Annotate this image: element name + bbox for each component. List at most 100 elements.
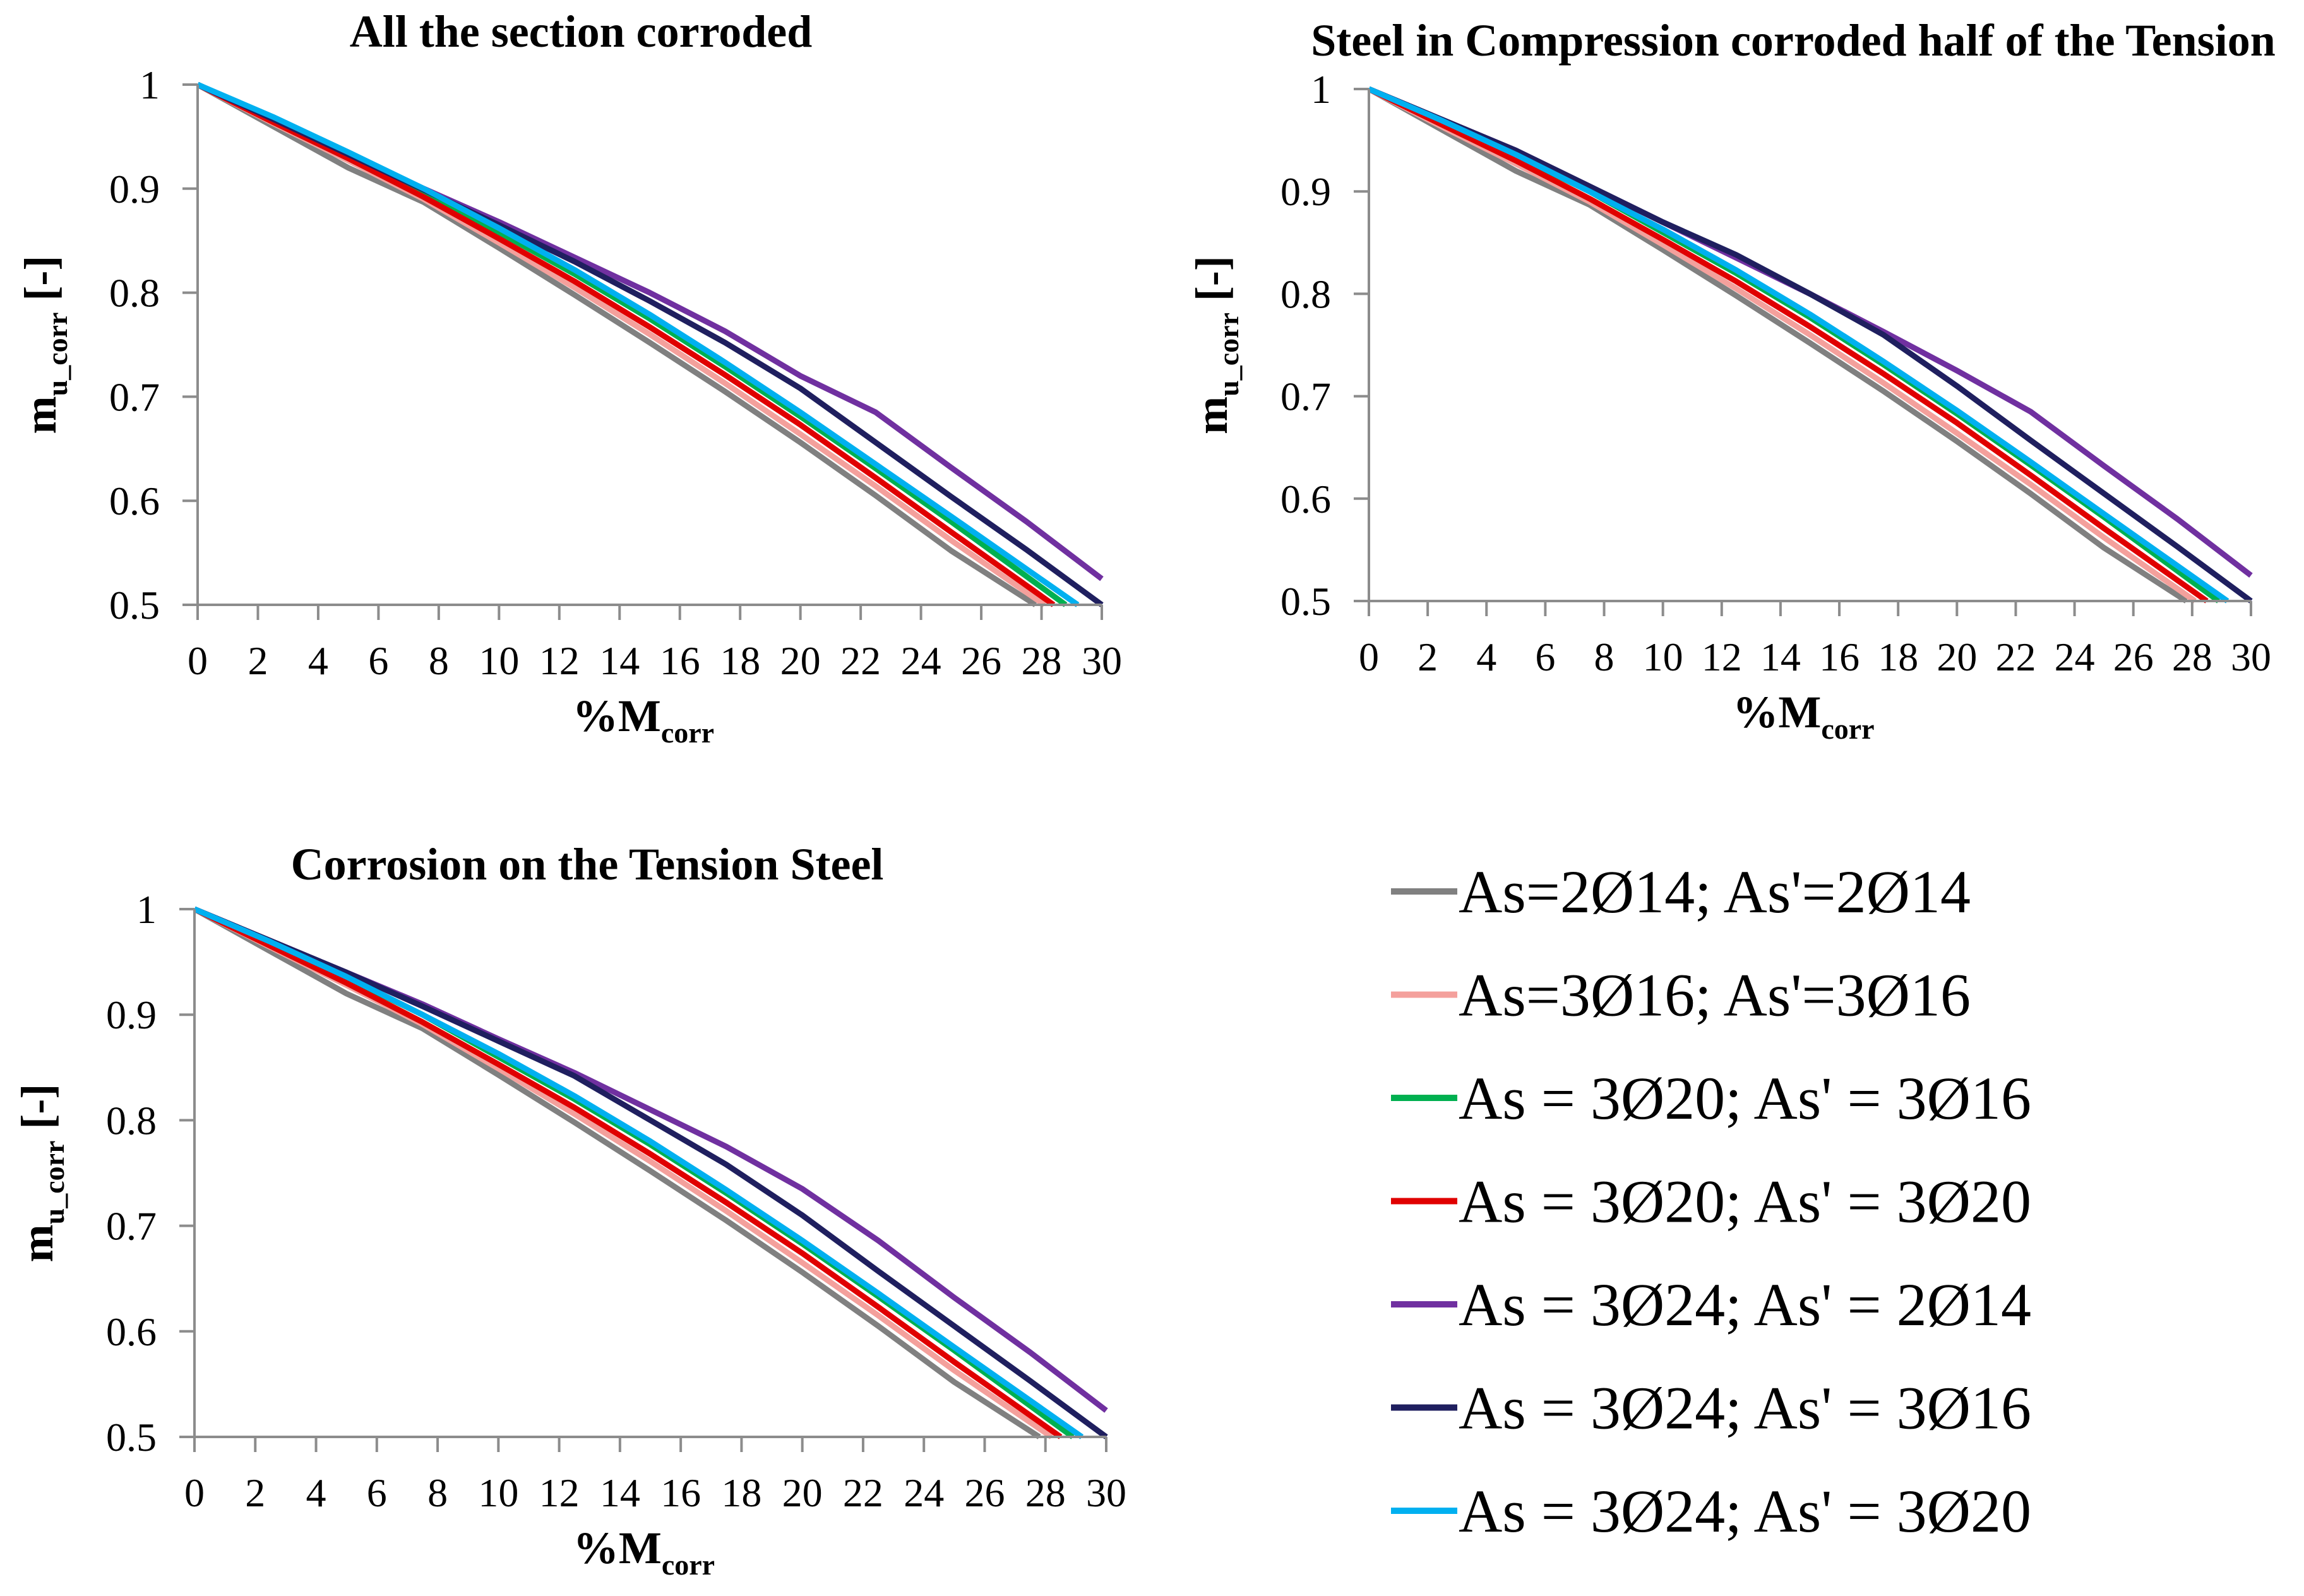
chart-3-x-tick-label: 28: [1025, 1470, 1066, 1515]
chart-3-x-tick-label: 26: [964, 1470, 1005, 1515]
chart-3-x-tick-label: 2: [245, 1470, 265, 1515]
chart-2-x-tick-label: 20: [1937, 634, 1977, 679]
chart-2-x-tick-label: 0: [1359, 634, 1379, 679]
chart-2-x-tick-label: 10: [1643, 634, 1683, 679]
chart-2-y-tick-label: 0.7: [1280, 374, 1331, 419]
chart-2-x-tick-label: 26: [2113, 634, 2154, 679]
legend-label: As = 3Ø20; As' = 3Ø20: [1459, 1168, 2031, 1236]
legend-label: As = 3Ø24; As' = 2Ø14: [1459, 1271, 2031, 1338]
chart-1-x-tick-label: 12: [539, 638, 580, 683]
chart-1-x-tick-label: 6: [368, 638, 388, 683]
legend-label: As=3Ø16; As'=3Ø16: [1459, 962, 1971, 1029]
chart-1-x-axis-label-main: %M: [573, 691, 661, 741]
chart-compression-half-tension: Steel in Compression corroded half of th…: [1186, 15, 2276, 745]
chart-3-x-tick-label: 24: [904, 1470, 944, 1515]
chart-1-y-tick-label: 1: [140, 63, 160, 107]
chart-3-x-tick-label: 0: [184, 1470, 205, 1515]
chart-3-y-tick-label: 0.8: [106, 1098, 157, 1143]
chart-3-series-as-3o24-as-3o20: [193, 906, 1084, 1439]
chart-3-x-tick-label: 8: [427, 1470, 448, 1515]
chart-3-y-tick-label: 0.7: [106, 1204, 157, 1249]
chart-2-y-axis-label: mu_corr [-]: [1186, 256, 1245, 434]
chart-1-x-tick-label: 0: [188, 638, 208, 683]
chart-3-series-as-3o24-as-3o16: [193, 906, 1108, 1439]
chart-1-x-tick-label: 28: [1022, 638, 1062, 683]
chart-1-x-tick-label: 14: [599, 638, 640, 683]
chart-2-series-as-3o24-as-3o20: [1368, 86, 2229, 604]
chart-3-series-as-3o20-as-3o20: [193, 906, 1063, 1439]
chart-1-y-tick-label: 0.8: [109, 271, 160, 316]
chart-3-series-as-2o14-as-2o14: [193, 907, 1041, 1439]
chart-2-series-as-3o20-as-3o16: [1368, 86, 2221, 604]
chart-2-title: Steel in Compression corroded half of th…: [1311, 15, 2275, 66]
chart-2-x-axis-label-main: %M: [1733, 687, 1821, 737]
chart-1-y-axis-label-main: m: [15, 396, 66, 434]
chart-tension-steel-corrosion: Corrosion on the Tension Steel 0.5 0.6 0.7 0…: [12, 839, 1126, 1581]
chart-2-x-tick-label: 24: [2055, 634, 2095, 679]
chart-1-y-axis-label: mu_corr [-]: [15, 256, 73, 434]
chart-2-y-axis-label-suffix: [-]: [1186, 256, 1237, 313]
chart-2-x-tick-label: 28: [2172, 634, 2212, 679]
chart-1-x-tick-label: 24: [901, 638, 941, 683]
chart-2-x-tick-label: 2: [1418, 634, 1438, 679]
chart-3-x-tick-label: 16: [660, 1470, 701, 1515]
chart-3-y-axis-label: mu_corr [-]: [12, 1084, 70, 1263]
chart-2-y-tick-label: 0.6: [1280, 477, 1331, 521]
chart-all-section-corroded: All the section corroded 0.5 0.6 0.7 0.8 0.9 1…: [15, 6, 1122, 749]
chart-1-series-as-2o14-as-2o14: [196, 82, 1037, 607]
chart-3-y-tick-label: 0.6: [106, 1309, 157, 1354]
legend-label: As = 3Ø24; As' = 3Ø20: [1459, 1477, 2031, 1545]
chart-1-x-axis-label: %Mcorr: [573, 691, 714, 749]
chart-2-series-as-3o20-as-3o20: [1368, 86, 2209, 604]
chart-2-x-tick-label: 30: [2231, 634, 2271, 679]
chart-1-x-tick-label: 8: [429, 638, 449, 683]
chart-1-y-axis-label-suffix: [-]: [15, 256, 66, 313]
chart-2-y-tick-label: 0.5: [1280, 579, 1331, 624]
chart-1-x-tick-label: 22: [840, 638, 881, 683]
chart-2-x-tick-label: 18: [1878, 634, 1918, 679]
legend: As=2Ø14; As'=2Ø14 As=3Ø16; As'=3Ø16 As = 3…: [1391, 858, 2031, 1545]
chart-1-series-as-3o24-as-3o20: [196, 81, 1080, 607]
chart-3-x-axis-label: %Mcorr: [573, 1523, 715, 1581]
chart-3-x-tick-label: 12: [539, 1470, 580, 1515]
chart-2-x-tick-label: 4: [1476, 634, 1496, 679]
chart-2-x-tick-label: 14: [1760, 634, 1801, 679]
chart-3-title: Corrosion on the Tension Steel: [291, 839, 884, 890]
chart-2-y-tick-label: 1: [1311, 67, 1331, 112]
chart-1-x-tick-label: 20: [780, 638, 821, 683]
chart-3-y-axis-label-sub: u_corr: [38, 1141, 70, 1225]
chart-3-y-tick-label: 0.5: [106, 1415, 157, 1460]
chart-2-x-tick-label: 8: [1594, 634, 1615, 679]
chart-1-series-as-3o20-as-3o20: [196, 81, 1056, 607]
chart-2-x-axis-label: %Mcorr: [1733, 687, 1874, 745]
chart-2-x-axis-label-sub: corr: [1821, 713, 1874, 745]
chart-2-y-axis-label-sub: u_corr: [1212, 313, 1245, 396]
chart-1-y-axis-label-sub: u_corr: [41, 313, 73, 396]
chart-1-x-tick-label: 16: [660, 638, 700, 683]
chart-2-x-tick-label: 6: [1535, 634, 1555, 679]
chart-3-x-tick-label: 10: [478, 1470, 518, 1515]
chart-2-y-tick-label: 0.9: [1280, 169, 1331, 214]
chart-3-x-tick-label: 6: [367, 1470, 387, 1515]
chart-1-x-tick-label: 30: [1082, 638, 1122, 683]
chart-2-y-tick-label: 0.8: [1280, 271, 1331, 316]
chart-3-x-tick-label: 18: [721, 1470, 761, 1515]
chart-1-y-tick-label: 0.7: [109, 374, 160, 419]
legend-label: As = 3Ø24; As' = 3Ø16: [1459, 1374, 2031, 1442]
chart-3-x-tick-label: 20: [782, 1470, 823, 1515]
chart-1-y-tick-label: 0.5: [109, 583, 160, 628]
chart-3-x-axis-label-sub: corr: [662, 1549, 715, 1581]
chart-3-y-tick-label: 0.9: [106, 992, 157, 1037]
legend-label: As=2Ø14; As'=2Ø14: [1459, 858, 1971, 926]
chart-1-x-tick-label: 26: [961, 638, 1001, 683]
chart-3-x-tick-label: 30: [1086, 1470, 1126, 1515]
chart-2-series-as-3o24-as-3o16: [1368, 86, 2253, 604]
chart-3-x-tick-label: 4: [306, 1470, 326, 1515]
chart-1-x-tick-label: 18: [720, 638, 760, 683]
chart-2-x-tick-label: 22: [1995, 634, 2036, 679]
chart-3-y-axis-label-suffix: [-]: [12, 1084, 63, 1141]
chart-3-y-tick-label: 1: [136, 887, 157, 932]
chart-3-y-axis-label-main: m: [12, 1224, 63, 1262]
chart-1-y-tick-label: 0.9: [109, 167, 160, 211]
